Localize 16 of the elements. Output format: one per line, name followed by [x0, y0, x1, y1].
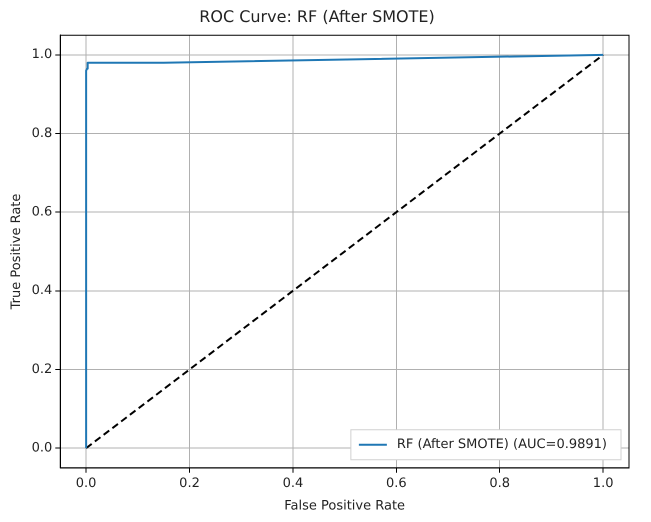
y-axis-title: True Positive Rate [9, 194, 24, 310]
x-tick-label: 0.2 [179, 476, 200, 491]
legend-label: RF (After SMOTE) (AUC=0.9891) [396, 437, 608, 452]
x-tick-label: 0.4 [282, 476, 304, 491]
y-tick-label: 0.8 [32, 126, 52, 141]
x-tick-label: 0.6 [386, 476, 407, 491]
x-tick-label: 1.0 [592, 476, 614, 491]
y-tick-label: 1.0 [32, 47, 52, 62]
x-tick-label: 0.8 [489, 476, 510, 491]
chart-title: ROC Curve: RF (After SMOTE) [199, 6, 435, 26]
y-tick-label: 0.0 [32, 440, 52, 456]
y-tick-label: 0.6 [32, 204, 52, 220]
x-tick-label: 0.0 [76, 476, 96, 491]
x-axis-title: False Positive Rate [284, 498, 406, 514]
y-tick-label: 0.4 [32, 283, 52, 298]
y-tick-label: 0.2 [32, 362, 52, 377]
